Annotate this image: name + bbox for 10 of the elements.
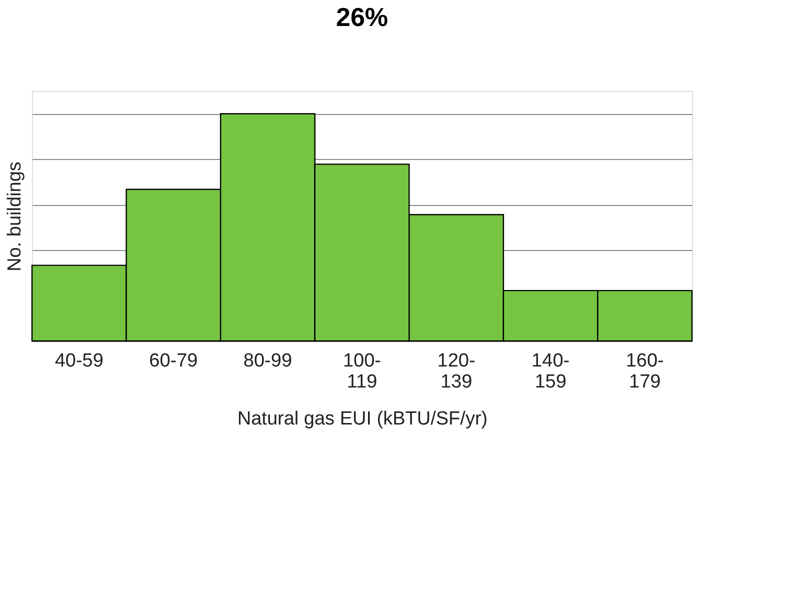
- x-tick-label: 80-99: [243, 350, 292, 372]
- x-tick-label: 40-59: [54, 350, 104, 372]
- x-axis-title: Natural gas EUI (kBTU/SF/yr): [237, 408, 488, 430]
- x-tick-label: 140-159: [532, 350, 570, 392]
- x-tick-label: 160-179: [626, 350, 664, 392]
- chart-title: 26%: [336, 2, 388, 32]
- x-tick-label: 100-119: [342, 350, 382, 392]
- y-axis-title: No. buildings: [4, 162, 26, 272]
- x-tick-label: 120-139: [437, 350, 476, 392]
- x-tick-label: 60-79: [149, 350, 198, 372]
